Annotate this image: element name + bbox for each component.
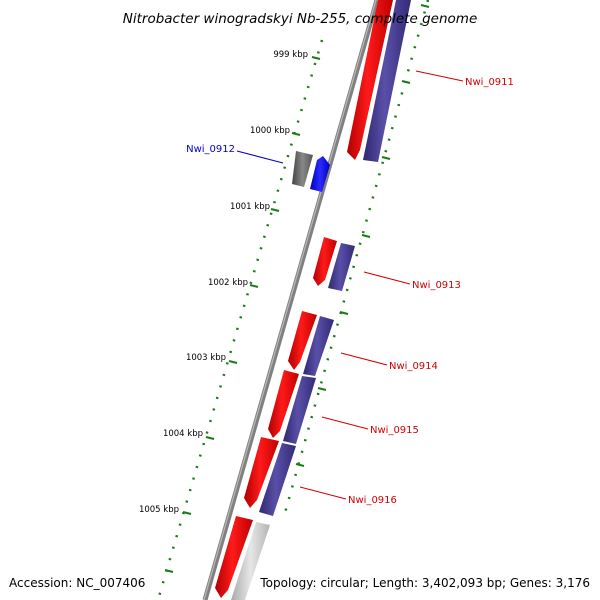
gene-features [231, 0, 411, 600]
feature-arrow-nwi-0915[interactable] [268, 370, 299, 438]
tick-mark [249, 284, 259, 288]
tick-label: 1005 kbp [139, 505, 179, 515]
gene-label-nwi-0912[interactable]: Nwi_0912 [186, 144, 235, 155]
tick-mark [317, 387, 327, 391]
tick-mark [295, 463, 305, 467]
feature-bar-light[interactable] [231, 522, 270, 600]
genome-backbone-highlight [203, 0, 377, 600]
tick-mark [182, 511, 192, 515]
cds-features [215, 0, 393, 598]
accession-text: Accession: NC_007406 [9, 576, 145, 590]
ruler-inner [156, 39, 324, 600]
gene-label-nwi-0914[interactable]: Nwi_0914 [389, 361, 438, 372]
feature-arrow-nwi-0912[interactable] [310, 156, 330, 192]
tick-mark [381, 156, 391, 160]
gene-label-nwi-0911[interactable]: Nwi_0911 [465, 77, 514, 88]
tick-label: 1003 kbp [186, 353, 226, 363]
tick-mark [361, 234, 371, 238]
leader-nwi-0916 [299, 486, 347, 500]
gene-label-nwi-0916[interactable]: Nwi_0916 [348, 495, 397, 506]
leader-nwi-0913 [363, 271, 411, 285]
feature-bar-nwi-0911[interactable] [363, 0, 411, 162]
feature-arrow-next[interactable] [215, 516, 253, 598]
tick-mark [270, 208, 280, 212]
leader-nwi-0911 [415, 70, 464, 82]
tick-mark [291, 132, 301, 136]
gene-label-nwi-0915[interactable]: Nwi_0915 [370, 425, 419, 436]
feature-bar-nwi-0915[interactable] [283, 376, 316, 444]
feature-arrow-nwi-0914[interactable] [288, 311, 317, 370]
feature-arrow-nwi-0913[interactable] [313, 237, 337, 286]
topology-text: Topology: circular; Length: 3,402,093 bp… [259, 576, 590, 590]
leader-nwi-0915 [321, 416, 369, 430]
tick-label: 1000 kbp [250, 126, 290, 136]
footer-backdrop-left [6, 573, 146, 592]
tick-mark [228, 360, 238, 364]
tick-mark [205, 436, 215, 440]
tick-label: 1004 kbp [163, 429, 203, 439]
tick-mark [311, 56, 321, 60]
feature-arrow-nwi-0911[interactable] [347, 0, 393, 160]
tick-label: 999 kbp [273, 50, 308, 60]
tick-mark [339, 311, 349, 315]
leader-nwi-0912 [236, 150, 284, 164]
gene-label-nwi-0913[interactable]: Nwi_0913 [412, 280, 461, 291]
map-title: Nitrobacter winogradskyi Nb-255, complet… [123, 11, 478, 27]
feature-bar-nwi-0916[interactable] [259, 443, 296, 516]
tick-label: 1001 kbp [230, 202, 270, 212]
feature-nwi-0912 [292, 151, 330, 192]
feature-arrow-nwi-0916[interactable] [244, 437, 279, 508]
feature-bar-nwi-0912-dark[interactable] [292, 151, 313, 187]
genome-backbone [202, 0, 380, 600]
tick-mark [401, 80, 411, 84]
feature-bar-nwi-0914[interactable] [303, 316, 334, 376]
tick-mark [420, 4, 430, 8]
tick-mark [164, 569, 174, 573]
tick-label: 1002 kbp [208, 278, 248, 288]
leader-nwi-0914 [340, 352, 388, 366]
footer-backdrop-right [259, 573, 592, 592]
feature-bar-nwi-0913[interactable] [328, 243, 355, 291]
tick-marks [164, 4, 430, 573]
